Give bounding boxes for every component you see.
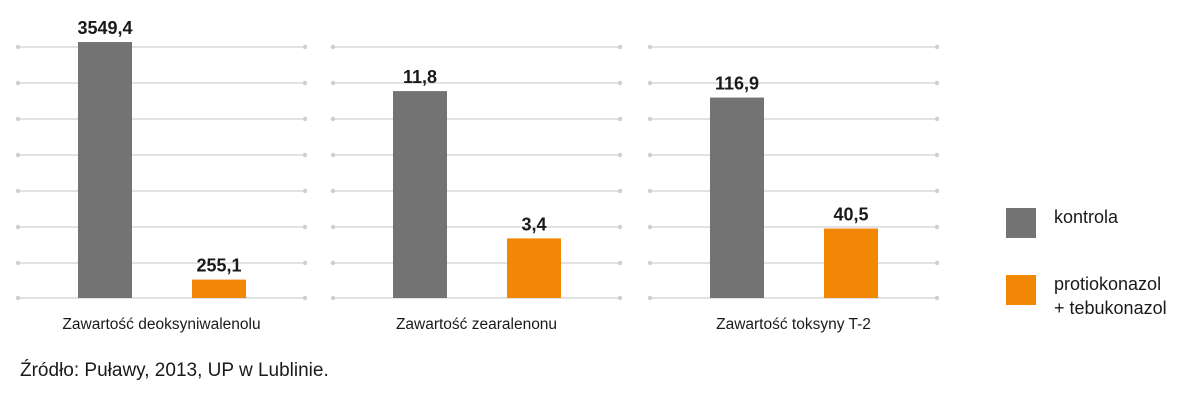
bar-treatment xyxy=(824,228,878,298)
legend-item-treatment: protiokonazol + tebukonazol xyxy=(1006,272,1196,320)
gridline-end-dot xyxy=(647,152,653,158)
gridline-end-dot xyxy=(647,224,653,230)
gridline-end-dot xyxy=(617,188,623,194)
chart-panel-1: 3549,4 255,1 Zawartość deoksyniwalenolu xyxy=(15,18,308,333)
gridline-end-dot xyxy=(934,260,940,266)
gridline-end-dot xyxy=(15,224,21,230)
gridline-end-dot xyxy=(15,152,21,158)
bar-kontrola xyxy=(78,42,132,298)
gridline-end-dot xyxy=(934,295,940,301)
gridline-end-dot xyxy=(302,188,308,194)
legend-item-kontrola: kontrola xyxy=(1006,205,1196,238)
gridline-end-dot xyxy=(302,295,308,301)
data-label: 11,8 xyxy=(403,67,437,87)
x-axis-label: Zawartość toksyny T-2 xyxy=(716,316,871,333)
gridline-end-dot xyxy=(647,188,653,194)
x-axis-label: Zawartość zearalenonu xyxy=(396,316,557,333)
gridline-end-dot xyxy=(15,44,21,50)
legend: kontrola protiokonazol + tebukonazol xyxy=(1006,205,1196,354)
gridline-end-dot xyxy=(330,260,336,266)
data-label: 3549,4 xyxy=(77,18,132,38)
legend-label-kontrola: kontrola xyxy=(1054,207,1119,227)
gridline-end-dot xyxy=(617,80,623,86)
gridline-end-dot xyxy=(934,80,940,86)
gridline-end-dot xyxy=(934,152,940,158)
gridline-end-dot xyxy=(617,44,623,50)
gridline-end-dot xyxy=(647,295,653,301)
legend-swatch-treatment xyxy=(1006,275,1036,305)
gridline-end-dot xyxy=(15,295,21,301)
gridline-end-dot xyxy=(330,224,336,230)
x-axis-label: Zawartość deoksyniwalenolu xyxy=(62,316,260,333)
gridline-end-dot xyxy=(617,152,623,158)
gridline-end-dot xyxy=(934,44,940,50)
source-note: Źródło: Puławy, 2013, UP w Lublinie. xyxy=(20,360,329,381)
gridline-end-dot xyxy=(330,295,336,301)
gridline-end-dot xyxy=(330,152,336,158)
bar-treatment xyxy=(507,238,561,298)
gridline-end-dot xyxy=(934,116,940,122)
gridline-end-dot xyxy=(647,116,653,122)
gridline-end-dot xyxy=(330,44,336,50)
gridline-end-dot xyxy=(330,80,336,86)
chart-panel-2: 11,8 3,4 Zawartość zearalenonu xyxy=(330,44,623,333)
gridline-end-dot xyxy=(647,44,653,50)
gridline-end-dot xyxy=(15,116,21,122)
gridline-end-dot xyxy=(330,188,336,194)
gridline-end-dot xyxy=(617,260,623,266)
chart-panel-3: 116,9 40,5 Zawartość toksyny T-2 xyxy=(647,44,940,333)
gridline-end-dot xyxy=(15,260,21,266)
gridline-end-dot xyxy=(302,116,308,122)
gridline-end-dot xyxy=(617,224,623,230)
bar-kontrola xyxy=(710,97,764,298)
gridline-end-dot xyxy=(302,80,308,86)
gridline-end-dot xyxy=(302,44,308,50)
data-label: 255,1 xyxy=(196,256,241,276)
gridline-end-dot xyxy=(15,188,21,194)
bar-kontrola xyxy=(393,91,447,299)
gridline-end-dot xyxy=(302,224,308,230)
gridline-end-dot xyxy=(617,295,623,301)
legend-swatch-kontrola xyxy=(1006,208,1036,238)
legend-label-treatment: protiokonazol + tebukonazol xyxy=(1054,274,1167,318)
data-label: 116,9 xyxy=(715,74,759,94)
charts-area: 3549,4 255,1 Zawartość deoksyniwalenolu 11,… xyxy=(15,18,940,333)
bar-treatment xyxy=(192,279,246,298)
gridline-end-dot xyxy=(15,80,21,86)
gridline-end-dot xyxy=(302,260,308,266)
data-label: 40,5 xyxy=(833,205,868,225)
gridline-end-dot xyxy=(302,152,308,158)
gridline-end-dot xyxy=(647,80,653,86)
gridline-end-dot xyxy=(934,188,940,194)
data-label: 3,4 xyxy=(521,214,546,234)
gridline-end-dot xyxy=(617,116,623,122)
gridline-end-dot xyxy=(330,116,336,122)
gridline-end-dot xyxy=(934,224,940,230)
gridline-end-dot xyxy=(647,260,653,266)
